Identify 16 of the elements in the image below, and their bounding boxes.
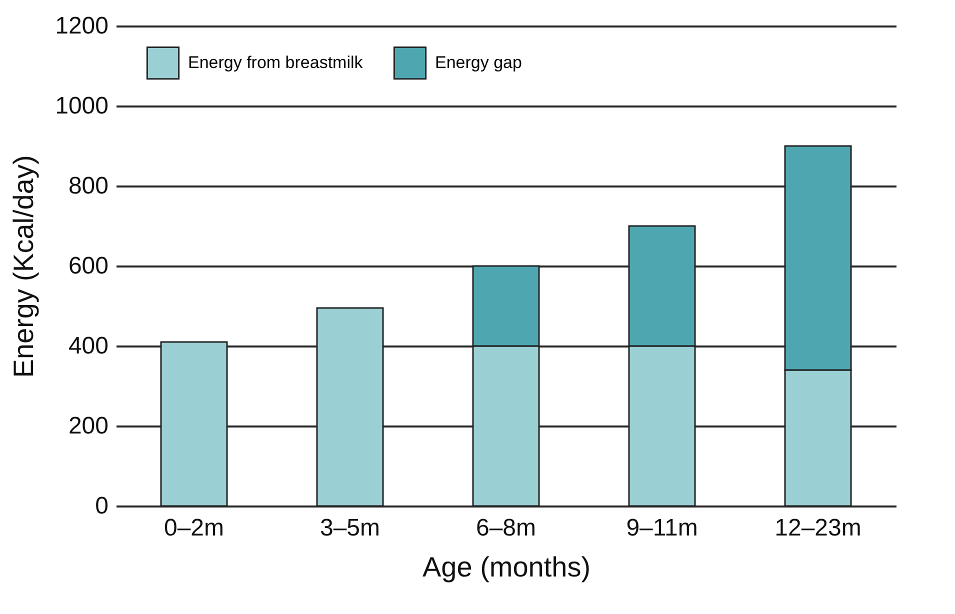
legend-label: Energy gap: [435, 53, 522, 72]
legend-label: Energy from breastmilk: [188, 53, 364, 72]
y-tick-label: 200: [68, 412, 108, 440]
x-tick-label: 12–23m: [774, 514, 862, 542]
x-tick-label: 0–2m: [164, 514, 224, 542]
y-axis-title: Energy (Kcal/day): [8, 155, 40, 378]
y-tick-label: 1000: [55, 92, 108, 120]
y-tick-label: 1200: [55, 12, 108, 40]
y-tick-label: 800: [68, 172, 108, 200]
y-tick-label: 0: [95, 492, 108, 520]
x-tick-label: 6–8m: [476, 514, 536, 542]
x-axis-title: Age (months): [422, 552, 591, 582]
x-tick-label: 9–11m: [626, 514, 698, 542]
y-tick-label: 400: [68, 332, 108, 360]
x-tick-label: 3–5m: [320, 514, 380, 542]
y-tick-label: 600: [68, 252, 108, 280]
